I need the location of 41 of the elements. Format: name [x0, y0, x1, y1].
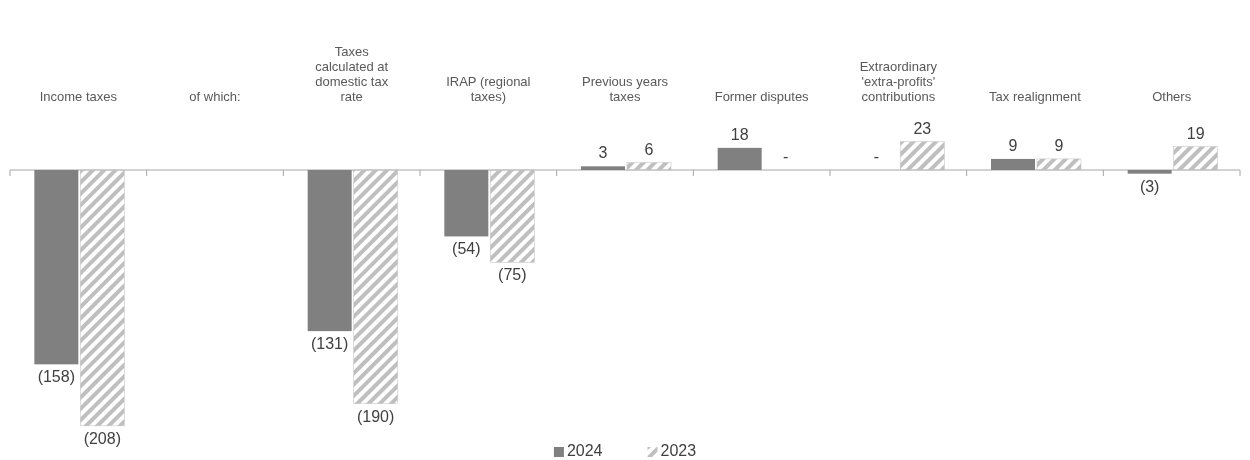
bar	[991, 158, 1035, 170]
x-tick-label: Others	[1152, 89, 1192, 104]
bar	[1173, 146, 1218, 171]
x-tick-label: IRAP (regional taxes)	[446, 74, 531, 104]
data-label: 3	[598, 144, 608, 162]
x-tick-label: Extraordinary 'extra-profits' contributions	[859, 59, 938, 104]
bar	[626, 162, 672, 171]
legend-label: 2023	[660, 442, 697, 459]
legend-label: 2024	[566, 442, 603, 459]
data-label: (131)	[310, 335, 349, 353]
x-tick-label: Tax realignment	[989, 89, 1082, 104]
bar	[717, 147, 762, 170]
bar	[490, 169, 535, 263]
data-label: 6	[644, 140, 654, 158]
data-label: (3)	[1139, 177, 1160, 195]
bar	[307, 170, 352, 332]
data-label: (158)	[37, 368, 76, 386]
x-tick-label: Income taxes	[39, 89, 118, 104]
x-tick-label: Former disputes	[714, 89, 810, 104]
data-label: 18	[730, 125, 749, 143]
data-label: 19	[1186, 124, 1205, 142]
data-label: (54)	[452, 240, 481, 258]
text: -	[783, 148, 789, 165]
bar	[1036, 158, 1082, 171]
text: of which:	[189, 89, 241, 104]
bar	[581, 166, 625, 170]
bar	[80, 169, 125, 427]
data-label: (75)	[498, 266, 527, 284]
bar	[1127, 170, 1172, 174]
x-tick-label: Previous years taxes	[582, 74, 669, 104]
bar	[900, 141, 945, 171]
data-label: 9	[1008, 136, 1018, 154]
text: -	[873, 148, 879, 165]
data-label: 9	[1054, 136, 1064, 154]
data-label: (190)	[356, 407, 395, 425]
x-tick-label: Taxes calculated at domestic tax rate	[315, 44, 389, 104]
bar	[34, 170, 79, 365]
data-label: 23	[913, 119, 932, 137]
bar	[444, 170, 489, 237]
bar	[353, 169, 398, 404]
data-label: (208)	[83, 429, 122, 447]
